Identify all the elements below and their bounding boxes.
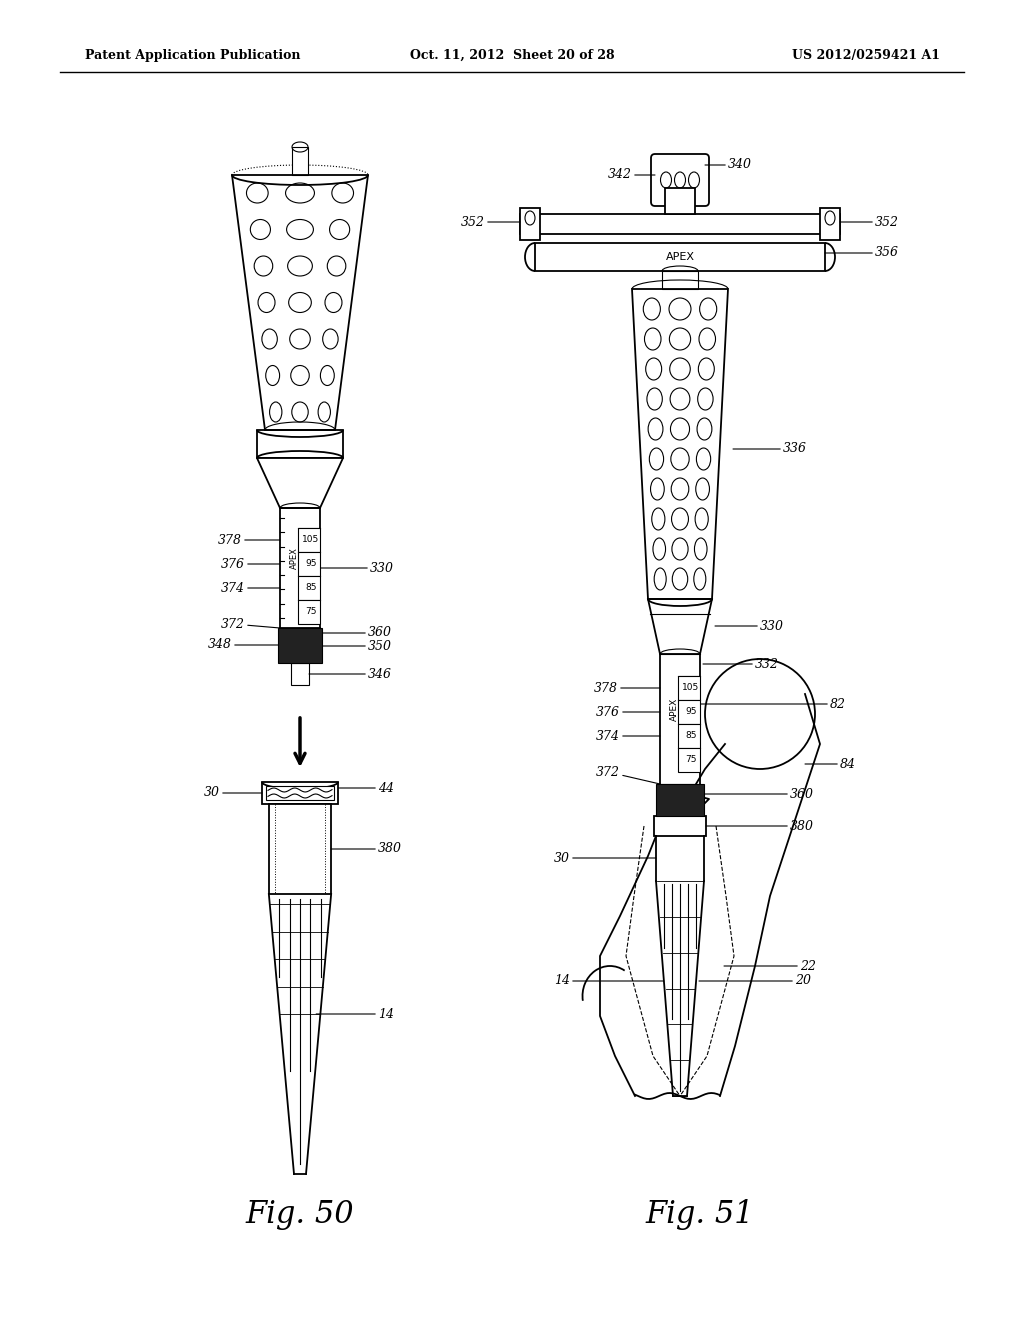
Text: 352: 352 (840, 215, 899, 228)
Text: 330: 330 (319, 561, 394, 574)
Text: APEX: APEX (670, 697, 679, 721)
Text: 75: 75 (685, 755, 696, 764)
Text: 75: 75 (305, 607, 316, 616)
Text: 330: 330 (715, 619, 784, 632)
Text: 332: 332 (703, 657, 779, 671)
Text: 374: 374 (221, 582, 280, 594)
Bar (298, 552, 319, 576)
Bar (298, 576, 319, 601)
Text: 82: 82 (700, 697, 846, 710)
Bar (278, 628, 322, 663)
Text: 372: 372 (596, 766, 660, 784)
Text: 348: 348 (208, 639, 278, 652)
Bar (656, 784, 705, 816)
Text: APEX: APEX (290, 546, 299, 569)
Text: 30: 30 (554, 851, 656, 865)
Text: US 2012/0259421 A1: US 2012/0259421 A1 (792, 49, 940, 62)
Bar (820, 209, 840, 240)
Text: 346: 346 (309, 668, 392, 681)
Bar (665, 187, 695, 214)
Text: 105: 105 (302, 536, 319, 544)
Text: Fig. 50: Fig. 50 (246, 1200, 354, 1230)
Text: 360: 360 (322, 627, 392, 639)
Text: 14: 14 (554, 974, 664, 987)
Bar (292, 147, 308, 176)
Polygon shape (257, 458, 343, 508)
Text: 374: 374 (596, 730, 660, 742)
Bar (678, 748, 700, 772)
Text: 105: 105 (682, 684, 699, 693)
Bar (262, 781, 338, 804)
Text: Fig. 51: Fig. 51 (646, 1200, 755, 1230)
Text: 95: 95 (305, 560, 316, 569)
Bar (678, 676, 700, 700)
Text: 340: 340 (705, 158, 752, 172)
Bar (654, 816, 706, 836)
Bar (520, 214, 840, 234)
Bar (662, 271, 698, 289)
Bar (678, 723, 700, 748)
Bar (298, 601, 319, 624)
Text: 350: 350 (322, 639, 392, 652)
Text: 356: 356 (825, 247, 899, 260)
Text: 372: 372 (221, 618, 280, 631)
Text: 22: 22 (724, 960, 816, 973)
FancyBboxPatch shape (651, 154, 709, 206)
Text: 380: 380 (706, 820, 814, 833)
Text: 378: 378 (218, 533, 280, 546)
Text: Patent Application Publication: Patent Application Publication (85, 49, 300, 62)
Polygon shape (648, 599, 712, 653)
Text: 20: 20 (699, 974, 811, 987)
Bar (298, 528, 319, 552)
Text: 360: 360 (705, 788, 814, 800)
Text: 14: 14 (316, 1007, 394, 1020)
Bar (535, 243, 825, 271)
Bar (291, 663, 309, 685)
Text: 44: 44 (338, 781, 394, 795)
Text: 378: 378 (594, 681, 660, 694)
Polygon shape (257, 430, 343, 458)
Text: 336: 336 (733, 442, 807, 455)
Text: 376: 376 (596, 705, 660, 718)
Text: 342: 342 (608, 169, 655, 181)
Bar (266, 785, 334, 800)
Text: APEX: APEX (666, 252, 694, 261)
Text: 85: 85 (685, 731, 696, 741)
Text: 376: 376 (221, 557, 280, 570)
Bar (678, 700, 700, 723)
Text: 352: 352 (461, 215, 520, 228)
Text: 380: 380 (331, 842, 402, 855)
Text: 84: 84 (805, 758, 856, 771)
Text: 95: 95 (685, 708, 696, 717)
Bar (520, 209, 540, 240)
Text: Oct. 11, 2012  Sheet 20 of 28: Oct. 11, 2012 Sheet 20 of 28 (410, 49, 614, 62)
Text: 85: 85 (305, 583, 316, 593)
Bar (269, 804, 331, 894)
Text: 30: 30 (204, 787, 262, 800)
